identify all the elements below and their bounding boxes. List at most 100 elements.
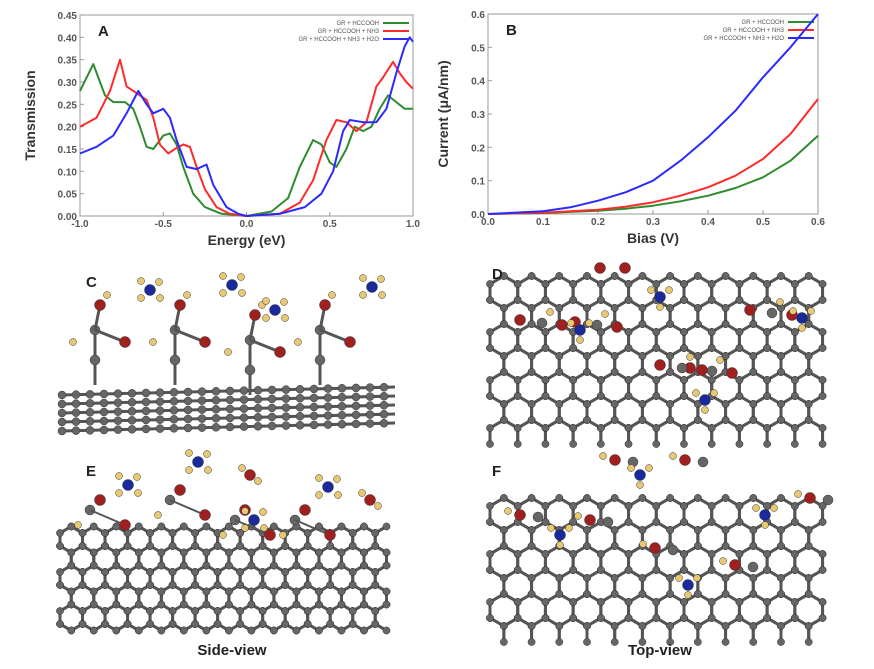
- bond: [294, 519, 331, 536]
- carbon-atom: [99, 416, 109, 426]
- hydrogen-atom: [219, 289, 227, 297]
- carbon-atom: [680, 518, 688, 526]
- carbon-atom: [382, 561, 391, 570]
- carbon-atom: [351, 392, 361, 402]
- molecular-structures: [56, 262, 834, 646]
- carbon-atom: [85, 426, 95, 435]
- carbon-atom: [638, 638, 647, 646]
- carbon-atom: [790, 598, 799, 606]
- carbon-atom: [527, 320, 536, 328]
- carbon-atom: [337, 411, 347, 420]
- carbon-atom: [777, 272, 785, 280]
- carbon-atom: [790, 296, 799, 304]
- carbon-atom: [513, 614, 522, 622]
- hydrogen-atom: [74, 521, 82, 529]
- carbon-atom: [569, 376, 577, 384]
- carbon-atom: [382, 587, 391, 596]
- oxygen-atom: [94, 494, 106, 506]
- hydrogen-atom: [798, 324, 806, 332]
- carbon-atom: [680, 376, 688, 384]
- carbon-atom: [666, 304, 674, 312]
- x-tick-label: -0.5: [155, 219, 173, 230]
- carbon-atom: [583, 352, 591, 360]
- carbon-atom: [749, 526, 758, 534]
- carbon-atom: [804, 590, 813, 598]
- oxygen-atom: [619, 262, 631, 274]
- carbon-atom: [89, 587, 98, 596]
- carbon-atom: [213, 581, 222, 589]
- carbon-atom: [303, 620, 312, 628]
- carbon-atom: [270, 587, 278, 596]
- carbon-atom: [818, 440, 827, 448]
- oxygen-atom: [119, 519, 131, 531]
- carbon-atom: [721, 590, 730, 598]
- carbon-atom: [721, 320, 730, 328]
- carbon-atom: [253, 386, 263, 395]
- carbon-atom: [348, 607, 357, 615]
- carbon-atom: [541, 424, 550, 432]
- nitrogen-atom: [144, 284, 156, 296]
- carbon-atom: [597, 344, 605, 352]
- hydrogen-atom: [807, 307, 815, 315]
- carbon-atom: [527, 574, 536, 582]
- carbon-atom: [101, 620, 109, 628]
- carbon-atom: [666, 590, 674, 598]
- carbon-atom: [804, 542, 813, 550]
- carbon-atom: [569, 424, 577, 432]
- carbon-atom: [763, 598, 771, 606]
- carbon-atom: [555, 304, 564, 312]
- carbon-atom: [707, 518, 716, 526]
- hydrogen-atom: [183, 291, 191, 299]
- oxygen-atom: [514, 509, 526, 521]
- carbon-atom: [146, 607, 154, 615]
- panel-label-f: F: [492, 463, 501, 480]
- carbon-atom: [638, 400, 647, 408]
- carbon-atom: [295, 412, 305, 421]
- y-tick-label: 0.45: [58, 11, 78, 22]
- carbon-atom: [818, 376, 827, 384]
- carbon-atom: [112, 548, 121, 557]
- hydrogen-atom: [789, 307, 797, 315]
- hydrogen-atom: [259, 508, 267, 516]
- carbon-atom: [680, 344, 688, 352]
- carbon-atom: [127, 407, 137, 416]
- carbon-atom: [309, 420, 319, 430]
- carbon-atom: [371, 620, 380, 628]
- hydrogen-atom: [333, 475, 341, 483]
- series-line-2: [79, 36, 414, 217]
- carbon-atom: [527, 638, 536, 646]
- carbon-atom: [258, 607, 267, 615]
- oxygen-atom: [804, 492, 816, 504]
- carbon-atom: [569, 566, 577, 574]
- carbon-atom: [67, 548, 76, 557]
- y-tick-label: 0.6: [471, 10, 485, 21]
- carbon-atom: [721, 638, 730, 646]
- carbon-atom: [239, 413, 249, 422]
- y-tick-label: 0.1: [471, 177, 485, 188]
- hydrogen-atom: [692, 389, 700, 397]
- carbon-atom: [500, 272, 508, 280]
- hydrogen-atom: [315, 491, 323, 499]
- carbon-atom: [749, 400, 758, 408]
- panel-label-c: C: [86, 274, 97, 291]
- carbon-atom: [790, 440, 799, 448]
- carbon-atom: [680, 440, 688, 448]
- carbon-atom: [225, 561, 233, 570]
- carbon-atom: [624, 344, 633, 352]
- carbon-atom: [113, 425, 123, 434]
- carbon-atom: [141, 388, 151, 398]
- carbon-atom: [777, 590, 785, 598]
- carbon-atom: [112, 522, 121, 531]
- carbon-atom: [763, 328, 771, 336]
- carbon-atom: [804, 272, 813, 280]
- carbon-atom: [113, 398, 123, 407]
- nitrogen-atom: [248, 514, 260, 526]
- carbon-atom: [790, 518, 799, 526]
- carbon-atom: [211, 396, 221, 405]
- carbon-atom: [610, 272, 619, 280]
- oxygen-atom: [174, 299, 186, 311]
- oxygen-atom: [364, 494, 376, 506]
- carbon-atom: [735, 502, 744, 510]
- carbon-atom: [89, 354, 101, 366]
- legend-entry-0: GR + HCCOOH: [336, 21, 379, 27]
